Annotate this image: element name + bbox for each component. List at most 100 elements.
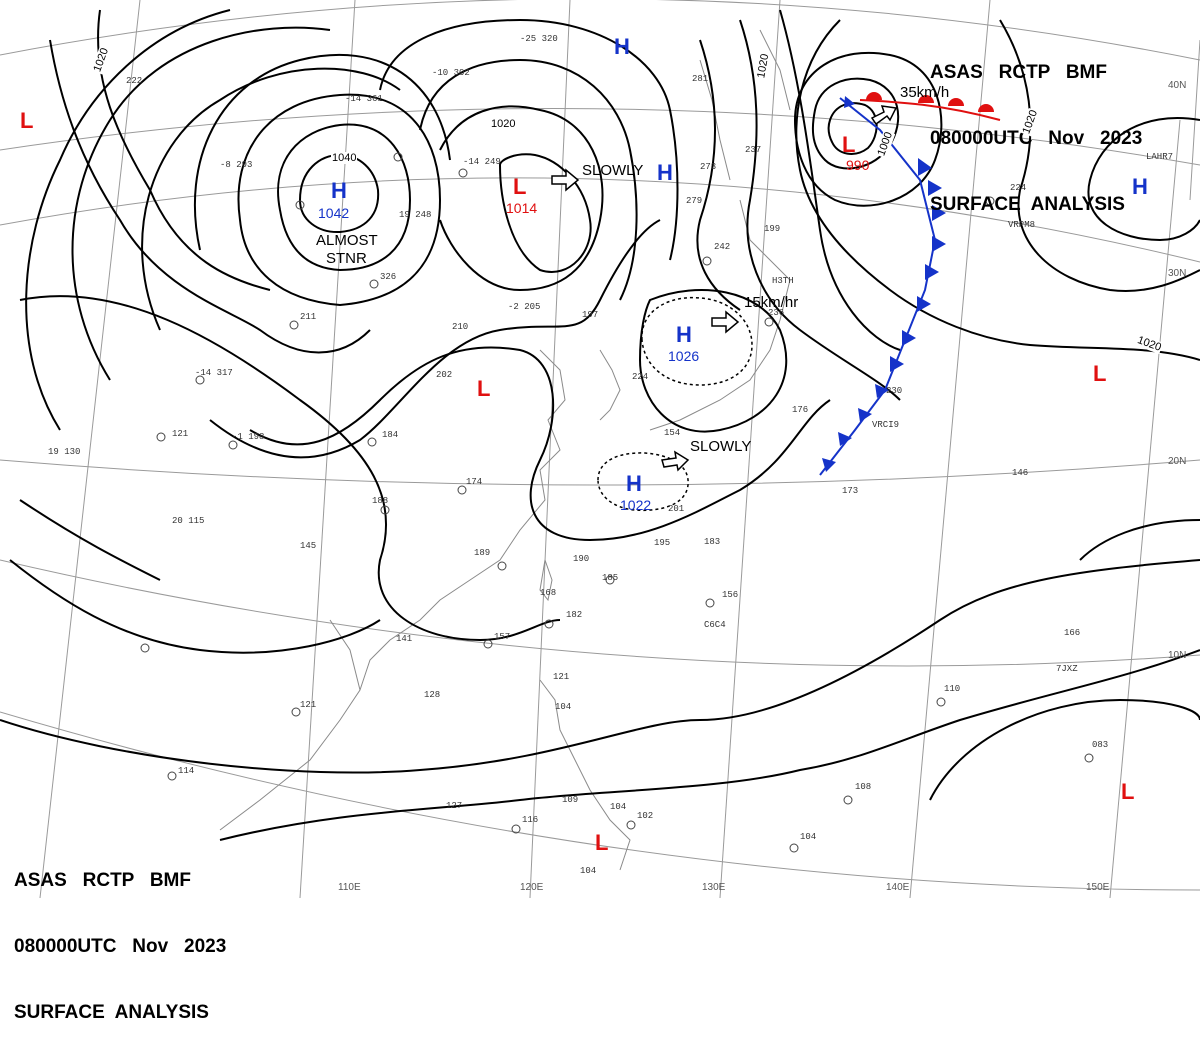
station-value: 127 xyxy=(446,801,463,811)
station-marker xyxy=(483,639,493,649)
movement-label: SLOWLY xyxy=(690,438,752,455)
high-pressure-value: 1026 xyxy=(668,348,700,364)
station-value: 174 xyxy=(466,477,483,487)
high-pressure-symbol: H xyxy=(331,178,347,203)
station-value: 104 xyxy=(610,802,627,812)
cold-front-triangle xyxy=(902,330,916,346)
station-value: -25 320 xyxy=(520,34,558,44)
graticule xyxy=(0,0,1200,899)
high-pressure-symbol: H xyxy=(1132,174,1148,199)
station-value: -8 293 xyxy=(220,160,253,170)
station-value: 222 xyxy=(126,76,143,86)
station-value: 279 xyxy=(686,196,703,206)
station-id: VRPM8 xyxy=(1008,220,1036,230)
station-value: 19 248 xyxy=(399,210,432,220)
station-value: 210 xyxy=(452,322,469,332)
station-marker xyxy=(764,317,774,327)
warm-front-semicircle xyxy=(918,95,934,103)
station-marker xyxy=(626,820,636,830)
isobar-1020-east xyxy=(779,9,901,351)
isobar xyxy=(219,649,1200,841)
high-pressure-symbol: H xyxy=(657,160,673,185)
station-value: 184 xyxy=(382,430,399,440)
station-value: 201 xyxy=(668,504,685,514)
station-value: 202 xyxy=(436,370,453,380)
station-marker xyxy=(936,697,946,707)
station-value: 168 xyxy=(540,588,557,598)
station-value: 224 xyxy=(632,372,649,382)
station-value: 157 xyxy=(494,632,511,642)
cold-front-triangle xyxy=(925,264,939,280)
station-value: 242 xyxy=(714,242,731,252)
station-marker xyxy=(295,200,305,210)
isobar xyxy=(25,9,231,431)
coast-indochina xyxy=(219,619,361,831)
isobar xyxy=(193,53,451,251)
isobar-bold xyxy=(249,346,831,542)
header-line: SURFACE ANALYSIS xyxy=(14,1002,209,1023)
station-value: 116 xyxy=(522,815,539,825)
station-value: 190 xyxy=(573,554,590,564)
isobars xyxy=(0,9,1200,841)
lat-line-10n xyxy=(0,559,1200,667)
station-value: -14 317 xyxy=(195,368,233,378)
station-marker xyxy=(393,152,403,162)
station-id: C6C4 xyxy=(704,620,726,630)
station-markers xyxy=(140,152,1094,853)
high-pressure-symbol: H xyxy=(626,471,642,496)
station-value: 183 xyxy=(704,537,721,547)
station-marker xyxy=(167,771,177,781)
station-marker xyxy=(1084,753,1094,763)
station-marker xyxy=(228,440,238,450)
warm-front-semicircle xyxy=(948,98,964,106)
isobar xyxy=(237,93,442,307)
cold-front-triangle xyxy=(822,458,836,472)
isobar xyxy=(379,18,679,261)
station-value: 185 xyxy=(602,573,619,583)
station-marker xyxy=(497,561,507,571)
station-marker xyxy=(705,598,715,608)
dashed-isobar-1026 xyxy=(641,296,753,386)
isobar xyxy=(793,51,943,207)
low-pressure-value: 990 xyxy=(846,157,870,173)
lon-line-100e xyxy=(39,0,141,899)
station-value: 121 xyxy=(172,429,189,439)
isobar xyxy=(739,19,901,401)
lon-line-120e xyxy=(529,0,571,899)
lon-line-140e xyxy=(909,0,991,899)
station-value: 236 xyxy=(768,308,785,318)
isobar xyxy=(0,559,1200,774)
movement-label: SLOWLY xyxy=(582,162,644,179)
low-pressure-symbol: L xyxy=(842,132,856,157)
station-value: 19 130 xyxy=(48,447,81,457)
station-value: -2 205 xyxy=(508,302,541,312)
station-marker xyxy=(291,707,301,717)
weather-map xyxy=(0,0,1200,899)
station-value: 166 xyxy=(1064,628,1081,638)
station-value: 197 xyxy=(582,310,599,320)
cold-front xyxy=(819,96,946,476)
chart-header-bottom: ASAS RCTP BMF 080000UTC Nov 2023 SURFACE… xyxy=(14,826,226,1046)
isobar xyxy=(929,698,1200,801)
station-marker xyxy=(789,843,799,853)
header-line: 080000UTC Nov 2023 xyxy=(14,936,227,957)
isobar-h-center-1042 xyxy=(298,153,380,234)
station-id: 7JXZ xyxy=(1056,664,1078,674)
isobar xyxy=(999,19,1200,292)
isobar-1026-loop xyxy=(141,67,401,331)
low-pressure-symbol: L xyxy=(477,376,491,401)
isobar-label: 1040 xyxy=(331,152,358,164)
coast-philippines xyxy=(539,679,631,871)
station-marker xyxy=(369,279,379,289)
station-value: 110 xyxy=(944,684,961,694)
isobar xyxy=(49,39,371,354)
lon-line-110e xyxy=(299,0,356,899)
low-pressure-symbol: L xyxy=(20,108,34,133)
warm-front-semicircle xyxy=(978,104,994,112)
lon-line-150e xyxy=(1109,119,1181,899)
dashed-isobars xyxy=(597,296,753,512)
station-marker xyxy=(702,256,712,266)
station-value: 121 xyxy=(300,700,317,710)
station-marker xyxy=(156,432,166,442)
longitude-label: 130E xyxy=(702,882,726,893)
